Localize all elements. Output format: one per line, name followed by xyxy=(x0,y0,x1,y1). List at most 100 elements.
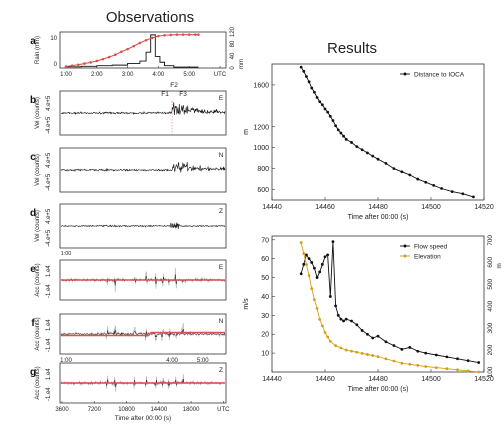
point-r2-0-13 xyxy=(334,304,337,308)
point-r2-0-23 xyxy=(376,334,380,338)
point-r2-0-11 xyxy=(328,295,332,298)
point-r1-0-20 xyxy=(360,148,364,152)
point-a-22 xyxy=(197,33,200,36)
point-r1-0-13 xyxy=(334,124,337,128)
point-r2-0-2 xyxy=(305,253,308,257)
ytick-r1-2: 1000 xyxy=(253,145,269,152)
ytick-r2-3: 40 xyxy=(261,294,269,301)
point-r1-0-8 xyxy=(320,103,324,107)
ytick-r2-2: 30 xyxy=(261,313,269,320)
point-r2-1-22 xyxy=(392,359,396,363)
ytick-r1-0: 600 xyxy=(257,187,269,194)
point-a-2 xyxy=(77,63,80,67)
panel-letter-b: b xyxy=(30,95,36,106)
y2tick-r2-5: 600 xyxy=(487,257,494,268)
component-e: E xyxy=(219,264,224,271)
ytick-c-1: -4.e+5 xyxy=(46,173,52,191)
point-r1-0-27 xyxy=(408,173,412,177)
point-r2-1-31 xyxy=(477,370,481,374)
trace-c xyxy=(60,162,226,173)
xtick-r1-4: 14520 xyxy=(474,204,494,211)
component-c: N xyxy=(219,152,224,159)
xtick-r2-2: 14480 xyxy=(368,376,388,383)
point-r1-0-14 xyxy=(336,128,340,132)
xtick-r1-0: 14440 xyxy=(262,204,282,211)
xtick-r2-4: 14520 xyxy=(474,376,494,383)
series-r2-0 xyxy=(300,241,479,364)
legend-marker-r2-0 xyxy=(403,244,407,248)
point-a-5 xyxy=(95,59,99,63)
point-r2-1-29 xyxy=(456,368,459,372)
legend-label-r2-1: Elevation xyxy=(414,254,441,261)
ylabel-d: Vel (counts) xyxy=(35,210,41,242)
point-a-4 xyxy=(89,61,92,64)
point-a-15 xyxy=(157,34,160,38)
point-r1-0-1 xyxy=(302,69,306,73)
xtick-r1-1: 14460 xyxy=(315,204,335,211)
point-r2-1-8 xyxy=(320,324,324,328)
point-r2-0-5 xyxy=(313,266,316,270)
ytick-a-1: 10 xyxy=(50,36,57,42)
ytick-b-0: 4.e+5 xyxy=(46,95,52,111)
point-r1-0-32 xyxy=(450,190,454,194)
point-r2-0-12 xyxy=(331,240,335,244)
point-r1-0-0 xyxy=(299,65,303,69)
panel-b-frame xyxy=(59,90,227,136)
point-r1-0-15 xyxy=(339,131,343,135)
point-r2-1-19 xyxy=(371,354,375,357)
xlabel-g: Time after 00:00 (s) xyxy=(115,415,171,422)
ytick-f-0: 1.e4 xyxy=(46,319,52,331)
point-r2-0-10 xyxy=(326,253,330,257)
point-r2-1-1 xyxy=(302,252,306,255)
panel-r2: 14440 14460 14480 14500 14520 10 20 30 40 50 60 70 T… xyxy=(243,235,503,393)
ytick-r2-4: 50 xyxy=(261,275,269,282)
point-r1-0-21 xyxy=(366,151,369,155)
ytick-d-0: 4.e+5 xyxy=(46,208,52,224)
point-a-11 xyxy=(132,44,136,48)
point-r1-0-30 xyxy=(432,183,436,187)
point-a-16 xyxy=(163,33,166,37)
point-r1-0-4 xyxy=(310,86,314,90)
component-b: E xyxy=(219,95,224,102)
legend-label-r1-0: Distance to IOCA xyxy=(414,72,465,79)
point-a-0 xyxy=(64,65,68,68)
point-r2-1-15 xyxy=(350,349,353,353)
ytick-r2-6: 70 xyxy=(261,237,269,244)
panel-g-frame xyxy=(59,362,227,404)
point-r2-1-26 xyxy=(424,365,428,368)
panel-r1-frame xyxy=(271,63,485,201)
trace-d xyxy=(60,222,226,229)
panel-letter-d: d xyxy=(30,208,36,219)
point-r2-0-26 xyxy=(400,347,404,351)
series-a-step xyxy=(66,34,199,68)
ytick-r2-5: 60 xyxy=(261,256,269,263)
ytick-r1-4: 1600 xyxy=(253,82,269,89)
xtick-r1-2: 14480 xyxy=(368,204,388,211)
panel-d-frame xyxy=(59,203,227,249)
series-r1-0 xyxy=(300,66,474,198)
ylabel-c: Vel (counts) xyxy=(35,154,41,186)
xtick-g-0: 3600 xyxy=(55,407,69,413)
y2label-r2: m xyxy=(496,263,503,268)
trace-b xyxy=(60,102,226,116)
xlabel-r1: Time after 00:00 (s) xyxy=(348,214,409,221)
panel-c-frame xyxy=(59,147,227,193)
point-r1-0-9 xyxy=(323,107,327,111)
point-r2-1-16 xyxy=(355,350,359,354)
xtick-g-2: 10800 xyxy=(118,407,135,413)
ytick-e-1: -1.e4 xyxy=(46,284,52,298)
ylabel-a: Rain (mm) xyxy=(35,36,41,64)
point-r2-0-8 xyxy=(320,262,324,266)
point-r2-1-20 xyxy=(376,355,380,359)
point-a-17 xyxy=(169,33,173,37)
point-r2-0-20 xyxy=(360,329,364,332)
xtick-g-5: UTC xyxy=(217,407,230,413)
ytick-d-1: -4.e+5 xyxy=(46,229,52,247)
point-r2-1-9 xyxy=(323,331,327,334)
point-a-19 xyxy=(181,33,185,36)
y2tick-a-1: 40 xyxy=(230,52,236,59)
xtick-a-0: 1:00 xyxy=(60,72,72,78)
series-a-cumulative xyxy=(65,34,199,68)
xtick-g-1: 7200 xyxy=(88,407,102,413)
